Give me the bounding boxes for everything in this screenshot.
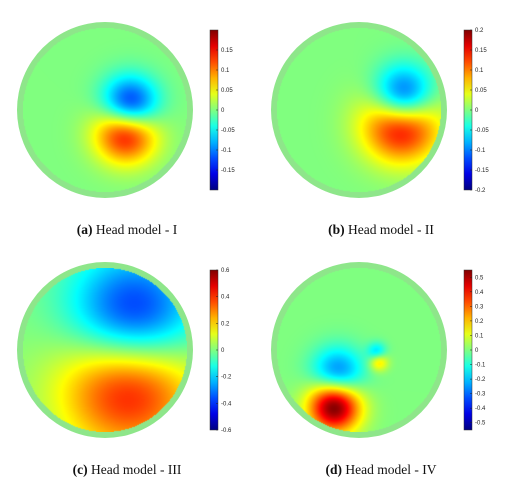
colorbar-tick-label-d: 0.2 — [475, 319, 484, 325]
potential-map-c — [23, 268, 187, 432]
colorbar-tick-label-c: 0.4 — [221, 295, 230, 301]
colorbar-tick-label-a: -0.1 — [221, 148, 232, 154]
colorbar-tick-label-b: -0.2 — [475, 188, 486, 194]
colorbar-tick-label-c: -0.2 — [221, 375, 232, 381]
colorbar-tick-label-c: -0.4 — [221, 401, 232, 407]
heatmap-b: 0.2 0.15 0.1 0.05 0 -0.05 -0.1 -0.15 -0.2 — [271, 22, 489, 198]
colorbar-tick-label-c: 0.2 — [221, 321, 230, 327]
caption-label-a: (a) — [76, 222, 93, 237]
heatmap-d: 0.5 0.4 0.3 0.2 0.1 0 -0.1 -0.2 -0.3 -0.4 -0.5 — [271, 262, 486, 438]
caption-c: (c) Head model - III — [0, 462, 254, 478]
panel-c: 0.6 0.4 0.2 0 -0.2 -0.4 -0.6 (c) Head model - … — [0, 240, 254, 480]
colorbar-tick-label-d: 0.1 — [475, 333, 484, 339]
caption-label-b: (b) — [328, 222, 345, 237]
caption-a: (a) Head model - I — [0, 222, 254, 238]
panel-b: 0.2 0.15 0.1 0.05 0 -0.05 -0.1 -0.15 -0.2 (b) He… — [254, 0, 508, 240]
colorbar-tick-label-d: 0.5 — [475, 275, 484, 281]
colorbar-tick-label-b: -0.05 — [475, 128, 489, 134]
colorbar-tick-label-c: 0 — [221, 348, 225, 354]
colorbar-tick-label-a: 0.1 — [221, 68, 230, 74]
colorbar-tick-label-d: -0.3 — [475, 392, 486, 398]
panel-d: 0.5 0.4 0.3 0.2 0.1 0 -0.1 -0.2 -0.3 -0.4 -0.5 (d)… — [254, 240, 508, 480]
colorbar-tick-label-d: -0.2 — [475, 377, 486, 383]
colorbar-tick-label-d: -0.4 — [475, 406, 486, 412]
potential-map-d — [277, 268, 441, 432]
colorbar-tick-label-a: 0.15 — [221, 48, 233, 54]
potential-map-b — [277, 28, 441, 192]
colorbar-tick-label-b: 0.15 — [475, 48, 487, 54]
caption-text-d: Head model - IV — [345, 462, 437, 477]
colorbar-tick-label-c: 0.6 — [221, 268, 230, 274]
colorbar-tick-label-a: 0 — [221, 108, 225, 114]
colorbar-tick-label-a: -0.05 — [221, 128, 235, 134]
caption-label-d: (d) — [325, 462, 343, 477]
caption-text-b: Head model - II — [348, 222, 434, 237]
colorbar-tick-label-d: 0.3 — [475, 304, 484, 310]
caption-d: (d) Head model - IV — [254, 462, 508, 478]
colorbar-tick-label-b: -0.15 — [475, 168, 489, 174]
heatmap-a: 0.15 0.1 0.05 0 -0.05 -0.1 -0.15 — [17, 22, 235, 198]
colorbar-tick-label-b: 0 — [475, 108, 479, 114]
colorbar-tick-label-d: -0.5 — [475, 421, 486, 427]
colorbar-tick-label-d: 0.4 — [475, 290, 484, 296]
colorbar-tick-label-b: -0.1 — [475, 148, 486, 154]
colorbar-tick-label-a: 0.05 — [221, 88, 233, 94]
colorbar-tick-label-d: -0.1 — [475, 363, 486, 369]
caption-text-a: Head model - I — [95, 222, 178, 237]
caption-text-c: Head model - III — [91, 462, 182, 477]
colorbar-tick-label-a: -0.15 — [221, 168, 235, 174]
potential-map-a — [23, 28, 187, 192]
caption-label-c: (c) — [72, 462, 88, 477]
colorbar-tick-label-b: 0.2 — [475, 28, 484, 34]
colorbar-tick-label-d: 0 — [475, 348, 479, 354]
heatmap-c: 0.6 0.4 0.2 0 -0.2 -0.4 -0.6 — [17, 262, 232, 438]
colorbar-tick-label-b: 0.1 — [475, 68, 484, 74]
colorbar-tick-label-c: -0.6 — [221, 428, 232, 434]
colorbar-tick-label-b: 0.05 — [475, 88, 487, 94]
panel-a: 0.15 0.1 0.05 0 -0.05 -0.1 -0.15 (a) Head mode… — [0, 0, 254, 240]
caption-b: (b) Head model - II — [254, 222, 508, 238]
